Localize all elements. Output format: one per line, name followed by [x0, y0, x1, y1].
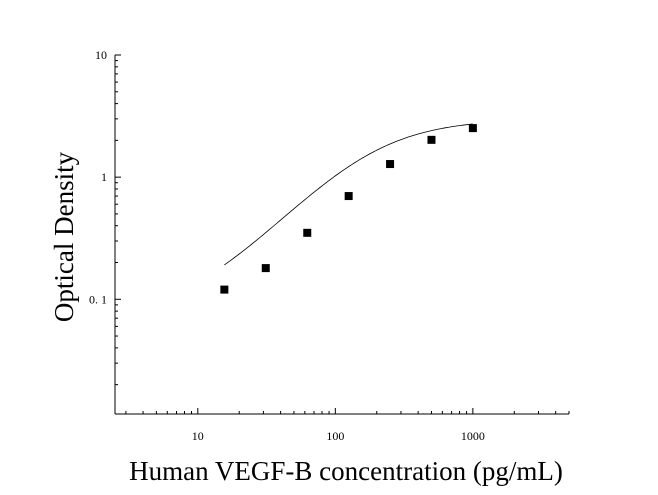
- y-tick-label: 0. 1: [89, 292, 107, 306]
- data-point: [220, 285, 229, 294]
- y-axis-title: Optical Density: [49, 151, 79, 322]
- data-point: [344, 192, 353, 201]
- y-tick-label: 1: [101, 170, 107, 184]
- x-axis-title: Human VEGF-B concentration (pg/mL): [129, 456, 563, 486]
- data-point: [386, 160, 395, 169]
- x-tick-label: 1000: [461, 429, 485, 443]
- data-point: [261, 264, 270, 273]
- axes: [114, 54, 570, 415]
- data-point: [427, 135, 436, 144]
- x-tick-label: 100: [326, 429, 344, 443]
- tick-labels: 10 100 1000 0. 1 1 10: [89, 48, 485, 443]
- x-tick-label: 10: [192, 429, 204, 443]
- data-points: [220, 124, 477, 294]
- fit-curve: [224, 123, 473, 266]
- y-tick-label: 10: [95, 48, 107, 62]
- data-point: [468, 124, 477, 133]
- data-point: [303, 228, 312, 237]
